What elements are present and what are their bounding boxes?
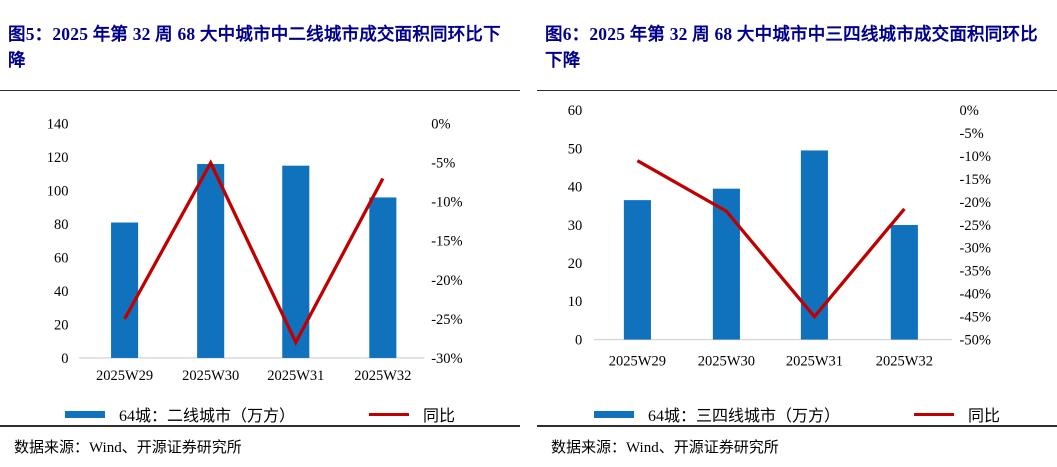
- legend-line-swatch: [369, 412, 409, 416]
- legend: 64城：二线城市（万方） 同比: [0, 403, 520, 425]
- yoy-line: [123, 159, 385, 347]
- legend: 64城：三四线城市（万方） 同比: [537, 403, 1057, 425]
- bar: [197, 164, 225, 359]
- right-axis-tick-label: -5%: [431, 156, 455, 172]
- title-divider: [0, 90, 520, 92]
- legend-bar-swatch: [64, 410, 105, 418]
- right-axis-tick-label: -20%: [431, 273, 462, 289]
- right-axis-tick-label: -30%: [431, 351, 462, 367]
- x-axis-category-label: 2025W29: [96, 368, 153, 384]
- footer-divider: [537, 425, 1057, 427]
- left-axis-tick-label: 120: [47, 150, 69, 166]
- left-axis-tick-label: 100: [47, 184, 69, 200]
- left-axis-tick-label: 40: [54, 284, 69, 300]
- x-axis-category-label: 2025W32: [876, 354, 933, 370]
- combo-chart-second-tier: 140 120 100 80 60 40 20 0 0% -5% -10% -15% -20% -25% -…: [47, 117, 463, 384]
- x-axis-category-label: 2025W31: [267, 368, 324, 384]
- right-axis-tick-label: -45%: [959, 310, 990, 326]
- x-axis-category-label: 2025W30: [182, 368, 239, 384]
- title-divider: [537, 90, 1057, 92]
- x-axis-category-label: 2025W29: [609, 354, 666, 370]
- legend-line-label: 同比: [968, 408, 1001, 425]
- bar: [369, 197, 397, 359]
- left-axis-tick-label: 60: [54, 251, 69, 267]
- legend-line-label: 同比: [423, 408, 456, 425]
- bar: [623, 200, 651, 340]
- chart-title: 图6：2025 年第 32 周 68 大中城市中三四线城市成交面积同环比下降: [545, 23, 1038, 70]
- x-axis-category-label: 2025W30: [698, 354, 755, 370]
- left-axis-tick-label: 0: [575, 333, 582, 349]
- right-axis-tick-label: -50%: [959, 333, 990, 349]
- right-axis-tick-label: -5%: [959, 126, 983, 142]
- left-axis-tick-label: 140: [47, 117, 69, 133]
- x-axis-category-label: 2025W32: [354, 368, 411, 384]
- legend-bar-swatch: [593, 410, 634, 418]
- left-axis-tick-label: 80: [54, 217, 69, 233]
- right-axis-tick-label: -30%: [959, 241, 990, 257]
- legend-bar-label: 64城：三四线城市（万方）: [647, 408, 840, 425]
- right-axis-tick-label: -15%: [959, 172, 990, 188]
- bar: [111, 222, 139, 359]
- right-axis-tick-label: -15%: [431, 234, 462, 250]
- left-axis-tick-label: 20: [568, 256, 583, 272]
- bar: [282, 165, 310, 359]
- right-axis-tick-label: -10%: [431, 195, 462, 211]
- left-axis-tick-label: 10: [568, 294, 583, 310]
- left-axis-tick-label: 50: [568, 142, 583, 158]
- bar: [800, 150, 828, 340]
- right-axis-tick-label: 0%: [959, 103, 978, 119]
- chart-title: 图5：2025 年第 32 周 68 大中城市中二线城市成交面积同环比下降: [8, 23, 501, 70]
- left-axis-tick-label: 30: [568, 218, 583, 234]
- footer-divider: [0, 425, 520, 427]
- x-axis-category-label: 2025W31: [786, 354, 843, 370]
- bar: [712, 188, 740, 340]
- combo-chart-lower-tier: 60 50 40 30 20 10 0 0% -5% -10% -15% -20% -25% -30% -3…: [568, 103, 991, 370]
- right-axis-tick-label: -25%: [959, 218, 990, 234]
- right-axis-tick-label: -25%: [431, 312, 462, 328]
- bar: [890, 225, 918, 340]
- left-axis-tick-label: 20: [54, 318, 69, 334]
- source-note: 数据来源：Wind、开源证券研究所: [14, 440, 242, 456]
- legend-line-swatch: [914, 412, 954, 416]
- chart-panel-lower-tier: 图6：2025 年第 32 周 68 大中城市中三四线城市成交面积同环比下降 6…: [537, 0, 1057, 467]
- legend-bar-label: 64城：二线城市（万方）: [118, 408, 295, 425]
- left-axis-tick-label: 40: [568, 180, 583, 196]
- yoy-line: [636, 159, 906, 320]
- left-axis-tick-label: 0: [61, 351, 68, 367]
- source-note: 数据来源：Wind、开源证券研究所: [551, 440, 779, 456]
- right-axis-tick-label: -10%: [959, 149, 990, 165]
- chart-panel-second-tier: 图5：2025 年第 32 周 68 大中城市中二线城市成交面积同环比下降 14…: [0, 0, 520, 467]
- right-axis-tick-label: -40%: [959, 287, 990, 303]
- right-axis-tick-label: -20%: [959, 195, 990, 211]
- right-axis-tick-label: -35%: [959, 264, 990, 280]
- left-axis-tick-label: 60: [568, 103, 583, 119]
- right-axis-tick-label: 0%: [431, 117, 450, 133]
